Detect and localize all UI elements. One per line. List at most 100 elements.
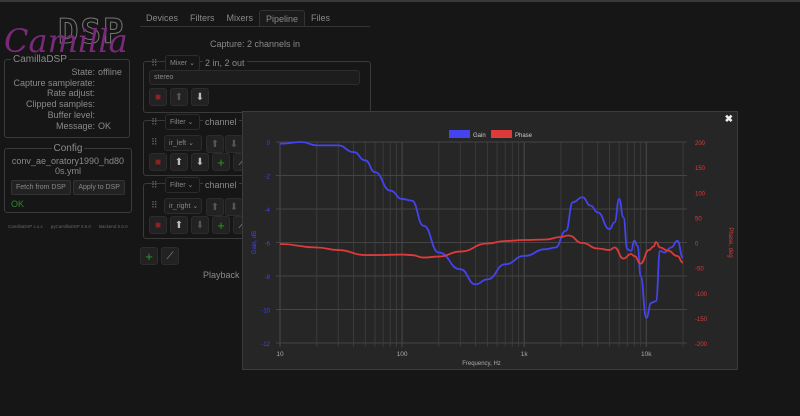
filter-up-button[interactable]: ⬆ bbox=[206, 198, 224, 216]
legend-swatch-gain bbox=[449, 130, 470, 138]
camilladsp-logo: DSP Camilla bbox=[4, 12, 128, 61]
tab-devices[interactable]: Devices bbox=[146, 13, 179, 23]
delete-step-button[interactable]: ■ bbox=[149, 216, 167, 234]
legend-label-phase: Phase bbox=[515, 133, 533, 139]
drag-handle-icon[interactable]: ⠿ bbox=[151, 137, 158, 147]
trash-icon: ■ bbox=[154, 91, 162, 103]
step-type-select[interactable]: Filter ⌄ bbox=[165, 114, 200, 130]
trash-icon: ■ bbox=[154, 156, 162, 168]
frequency-response-chart: 0 -2 -4 -6 -8 -10 -12 200 150 100 50 0 -50 -100 -150 -2… bbox=[252, 130, 733, 367]
y-tick-label: -6 bbox=[265, 242, 271, 248]
step-title: 2 in, 2 out bbox=[203, 58, 247, 68]
status-label: Clipped samples: bbox=[25, 99, 95, 110]
arrow-down-icon: ⬇ bbox=[195, 156, 205, 168]
legend-label-gain: Gain bbox=[473, 133, 486, 139]
status-value: offline bbox=[98, 67, 122, 77]
move-down-button[interactable]: ⬇ bbox=[191, 216, 209, 234]
status-label: Rate adjust: bbox=[46, 88, 95, 99]
tab-mixers[interactable]: Mixers bbox=[226, 13, 254, 23]
status-legend: CamillaDSP bbox=[13, 54, 67, 65]
filter-down-button[interactable]: ⬇ bbox=[225, 135, 243, 153]
y2-tick-label: -50 bbox=[695, 267, 704, 273]
version-info: CamillaDSP x.x.x pyCamillaDSP 0.6.0 Back… bbox=[8, 224, 128, 229]
step-type-select[interactable]: Mixer ⌄ bbox=[165, 55, 200, 71]
filter-select[interactable]: ir_right ⌄ bbox=[164, 198, 202, 214]
trash-icon: ■ bbox=[154, 219, 162, 231]
y-axis-label: Gain, dB bbox=[252, 231, 258, 254]
y2-tick-label: 100 bbox=[695, 191, 706, 197]
filter-down-button[interactable]: ⬇ bbox=[225, 198, 243, 216]
move-up-button[interactable]: ⬆ bbox=[170, 216, 188, 234]
capture-label: Capture: 2 channels in bbox=[209, 39, 301, 49]
chart-icon: ⟋ bbox=[166, 250, 174, 262]
plus-icon: + bbox=[217, 217, 225, 233]
add-filter-button[interactable]: + bbox=[212, 216, 230, 234]
y2-tick-label: 0 bbox=[695, 242, 699, 248]
y-tick-label: -10 bbox=[261, 309, 270, 315]
arrow-up-icon: ⬆ bbox=[210, 201, 220, 213]
filter-select[interactable]: ir_left ⌄ bbox=[164, 135, 202, 151]
drag-handle-icon[interactable]: ⠿ bbox=[151, 58, 158, 68]
tab-filters[interactable]: Filters bbox=[190, 13, 215, 23]
status-label: Message: bbox=[55, 120, 95, 131]
drag-handle-icon[interactable]: ⠿ bbox=[151, 200, 158, 210]
status-row: Message: OK bbox=[11, 121, 123, 132]
plot-pipeline-button[interactable]: ⟋ bbox=[161, 247, 179, 265]
apply-to-dsp-button[interactable]: Apply to DSP bbox=[73, 180, 125, 195]
plus-icon: + bbox=[145, 248, 153, 264]
plus-icon: + bbox=[217, 154, 225, 170]
add-step-button[interactable]: + bbox=[140, 247, 158, 265]
y2-tick-label: 50 bbox=[695, 216, 702, 222]
arrow-up-icon: ⬆ bbox=[210, 138, 220, 150]
arrow-up-icon: ⬆ bbox=[174, 219, 184, 231]
x-tick-label: 100 bbox=[397, 351, 408, 358]
y-tick-label: -8 bbox=[265, 275, 271, 281]
arrow-down-icon: ⬇ bbox=[229, 138, 239, 150]
move-down-button[interactable]: ⬇ bbox=[191, 153, 209, 171]
y2-tick-label: 200 bbox=[695, 141, 706, 147]
step-type-select[interactable]: Filter ⌄ bbox=[165, 177, 200, 193]
legend-swatch-phase bbox=[491, 130, 512, 138]
arrow-down-icon: ⬇ bbox=[195, 91, 205, 103]
status-row: Rate adjust: bbox=[11, 88, 123, 99]
add-filter-button[interactable]: + bbox=[212, 153, 230, 171]
fetch-from-dsp-button[interactable]: Fetch from DSP bbox=[11, 180, 71, 195]
status-label: Buffer level: bbox=[47, 109, 95, 120]
arrow-up-icon: ⬆ bbox=[174, 91, 184, 103]
status-row: State: offline bbox=[11, 67, 123, 78]
step-title: channel bbox=[203, 117, 239, 127]
filter-up-button[interactable]: ⬆ bbox=[206, 135, 224, 153]
tab-bar: Devices Filters Mixers Pipeline Files bbox=[140, 10, 370, 27]
y-tick-label: -12 bbox=[261, 342, 270, 348]
arrow-down-icon: ⬇ bbox=[195, 219, 205, 231]
series-line-phase bbox=[279, 234, 684, 265]
y2-tick-label: -100 bbox=[695, 292, 708, 298]
backend-version: Backend 0.6.0 bbox=[98, 224, 128, 229]
move-down-button[interactable]: ⬇ bbox=[191, 88, 209, 106]
tab-pipeline[interactable]: Pipeline bbox=[259, 10, 306, 26]
status-row: Clipped samples: bbox=[11, 99, 123, 110]
delete-step-button[interactable]: ■ bbox=[149, 153, 167, 171]
mixer-select[interactable]: stereo bbox=[149, 70, 360, 85]
move-up-button[interactable]: ⬆ bbox=[170, 153, 188, 171]
y-tick-label: 0 bbox=[267, 141, 271, 147]
playback-label: Playback bbox=[203, 270, 240, 280]
y2-axis-label: Phase, deg bbox=[727, 227, 733, 257]
close-icon[interactable]: ✖ bbox=[724, 114, 733, 125]
step-title: channel bbox=[203, 180, 239, 190]
py-version: pyCamillaDSP 0.6.0 bbox=[50, 224, 91, 229]
config-panel: Config conv_ae_oratory1990_hd800s.yml Fe… bbox=[4, 143, 132, 213]
top-border bbox=[0, 0, 800, 2]
config-filename: conv_ae_oratory1990_hd800s.yml bbox=[11, 156, 125, 176]
delete-step-button[interactable]: ■ bbox=[149, 88, 167, 106]
drag-handle-icon[interactable]: ⠿ bbox=[151, 180, 158, 190]
tab-files[interactable]: Files bbox=[311, 13, 331, 23]
status-row: Buffer level: bbox=[11, 110, 123, 121]
x-tick-label: 10k bbox=[641, 351, 652, 358]
drag-handle-icon[interactable]: ⠿ bbox=[151, 117, 158, 127]
move-up-button[interactable]: ⬆ bbox=[170, 88, 188, 106]
y2-tick-label: 150 bbox=[695, 166, 706, 172]
status-panel: CamillaDSP State: offline Capture samplera… bbox=[4, 54, 130, 138]
config-result: OK bbox=[11, 199, 25, 209]
status-label: State: bbox=[71, 67, 95, 77]
